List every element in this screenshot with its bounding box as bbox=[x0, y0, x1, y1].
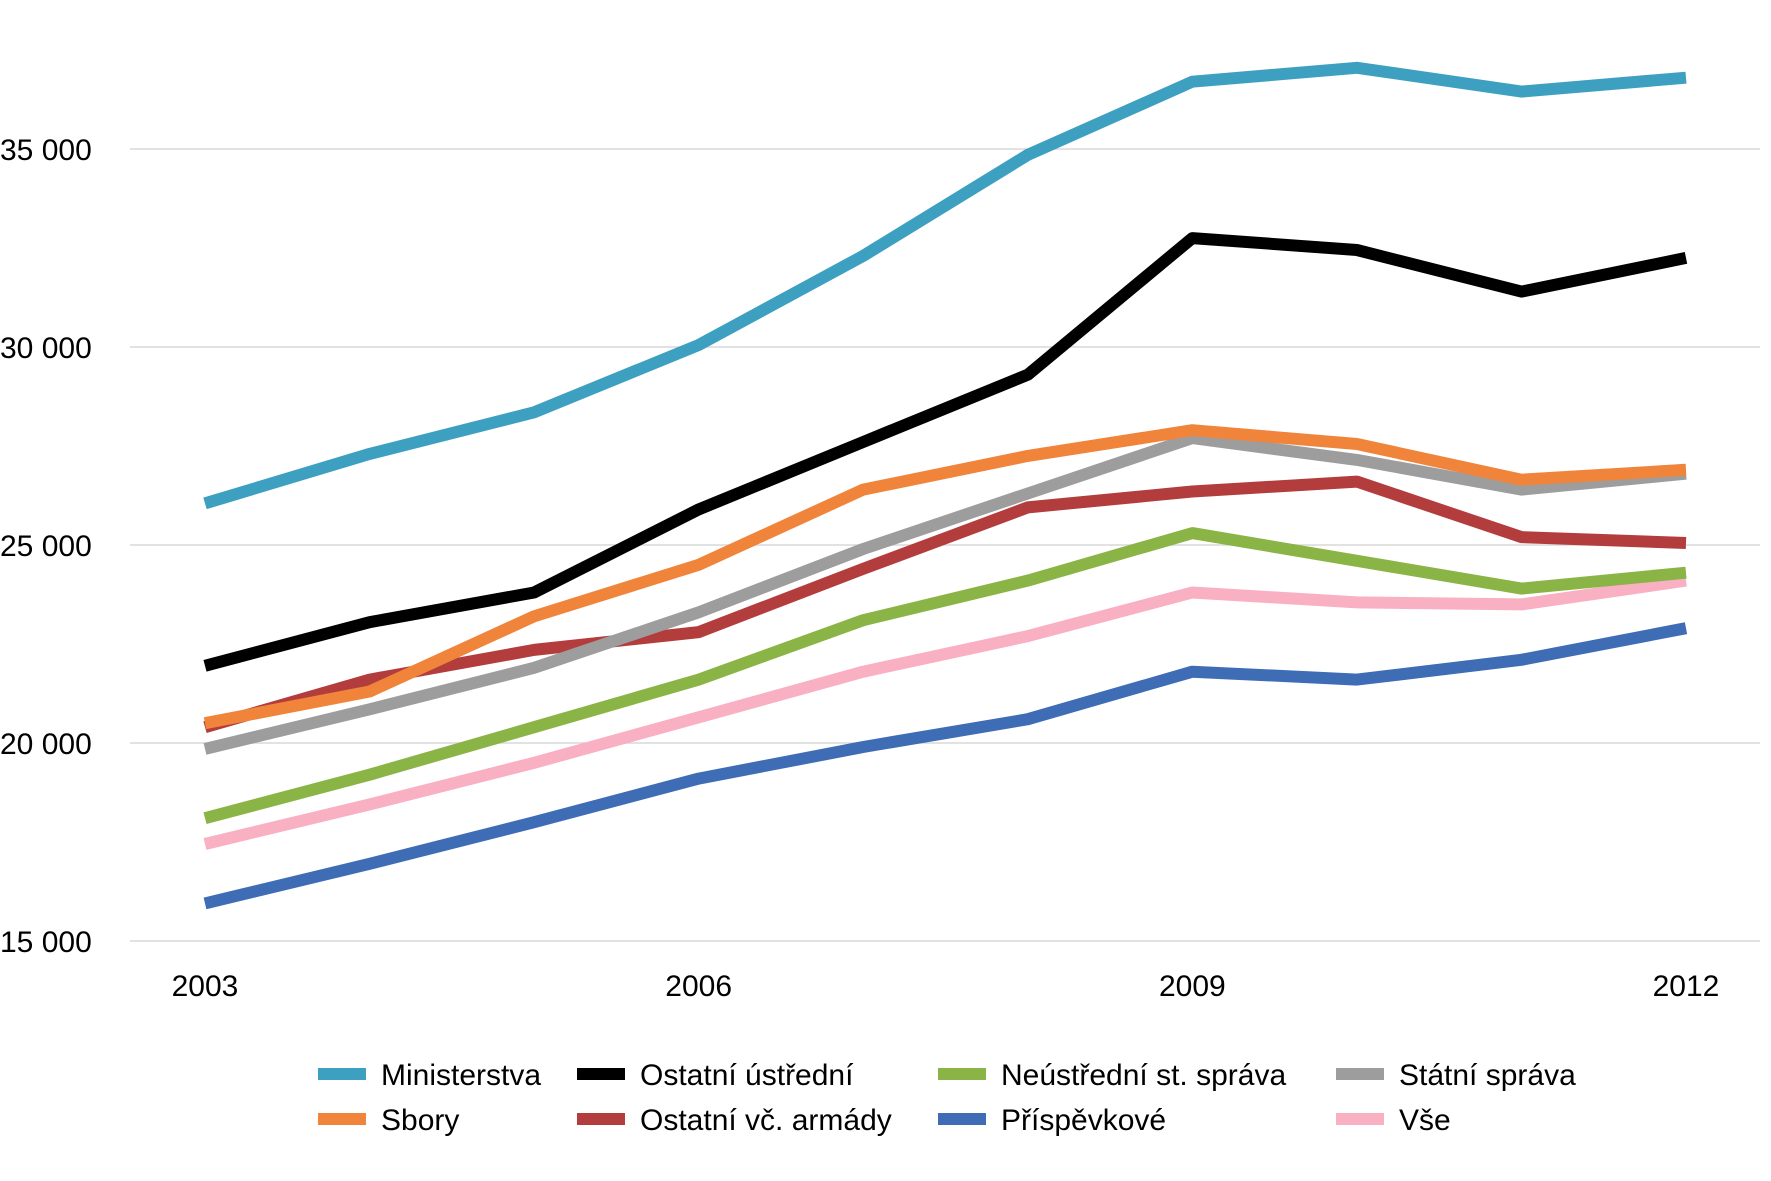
legend-swatch-prispevkove bbox=[938, 1113, 986, 1125]
legend: Ministerstva Ostatní ústřední Neústřední s… bbox=[318, 1059, 1576, 1137]
legend-swatch-neustredni-st-sprava bbox=[938, 1068, 986, 1080]
series-lines bbox=[203, 61, 1688, 910]
legend-label-ostatni-vc-armady: Ostatní vč. armády bbox=[640, 1104, 892, 1137]
y-tick-label: 30 000 bbox=[0, 332, 92, 365]
legend-label-statni-sprava: Státní správa bbox=[1399, 1059, 1576, 1092]
legend-swatch-vse bbox=[1336, 1113, 1384, 1125]
x-tick-label: 2009 bbox=[1159, 970, 1226, 1003]
x-tick-label: 2003 bbox=[172, 970, 239, 1003]
series-line-ostatni-vc-armady bbox=[203, 475, 1687, 733]
legend-label-sbory: Sbory bbox=[381, 1104, 459, 1137]
series-line-ostatni-ustredni bbox=[203, 232, 1688, 672]
legend-swatch-ostatni-ustredni bbox=[577, 1068, 625, 1080]
gridlines bbox=[130, 148, 1760, 942]
legend-label-prispevkove: Příspěvkové bbox=[1001, 1104, 1166, 1137]
legend-label-neustredni-st-sprava: Neústřední st. správa bbox=[1001, 1059, 1286, 1092]
x-tick-label: 2012 bbox=[1653, 970, 1720, 1003]
legend-label-vse: Vše bbox=[1399, 1104, 1451, 1137]
x-axis-tick-labels: 2003 2006 2009 2012 bbox=[172, 970, 1720, 1003]
legend-swatch-ministerstva bbox=[318, 1068, 366, 1080]
legend-swatch-sbory bbox=[318, 1113, 366, 1125]
legend-label-ministerstva: Ministerstva bbox=[381, 1059, 541, 1092]
series-line-ministerstva bbox=[203, 61, 1687, 510]
x-tick-label: 2006 bbox=[665, 970, 732, 1003]
legend-swatch-ostatni-vc-armady bbox=[577, 1113, 625, 1125]
y-axis-tick-labels: 15 000 20 000 25 000 30 000 35 000 bbox=[0, 134, 92, 959]
series-line-statni-sprava bbox=[203, 432, 1687, 755]
y-tick-label: 20 000 bbox=[0, 728, 92, 761]
y-tick-label: 35 000 bbox=[0, 134, 92, 167]
y-tick-label: 25 000 bbox=[0, 530, 92, 563]
y-tick-label: 15 000 bbox=[0, 926, 92, 959]
series-line-sbory bbox=[203, 424, 1687, 730]
legend-swatch-statni-sprava bbox=[1336, 1068, 1384, 1080]
series-line-neustredni-st-sprava bbox=[203, 527, 1687, 825]
series-line-prispevkove bbox=[203, 622, 1688, 910]
legend-label-ostatni-ustredni: Ostatní ústřední bbox=[640, 1059, 854, 1092]
series-line-vse bbox=[203, 574, 1687, 850]
